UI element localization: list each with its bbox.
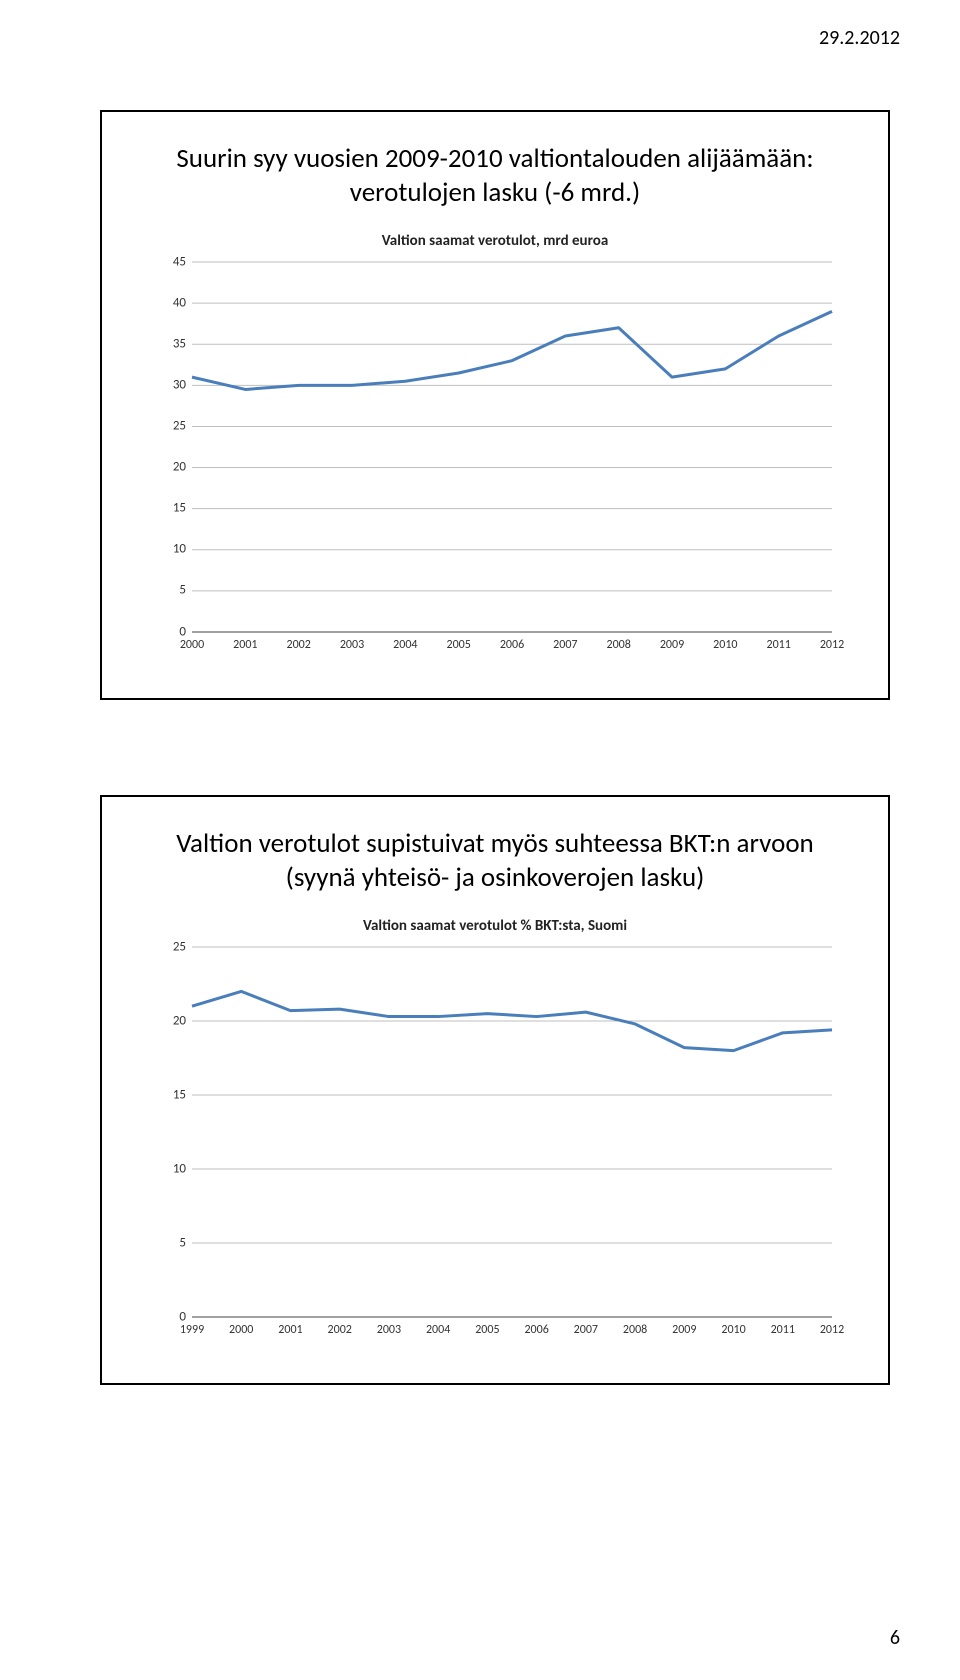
chart-svg: [142, 258, 842, 662]
x-tick-label: 2010: [721, 1323, 745, 1337]
slide-2: Valtion verotulot supistuivat myös suhte…: [100, 795, 890, 1385]
x-tick-label: 2005: [475, 1323, 499, 1337]
y-tick-label: 15: [173, 1087, 186, 1102]
slide-1: Suurin syy vuosien 2009-2010 valtiontalo…: [100, 110, 890, 700]
y-tick-label: 25: [173, 418, 186, 433]
y-tick-label: 10: [173, 542, 186, 557]
header-date: 29.2.2012: [819, 26, 900, 50]
x-tick-label: 2001: [233, 638, 257, 652]
y-tick-label: 40: [173, 295, 186, 310]
x-tick-label: 2008: [623, 1323, 647, 1337]
x-tick-label: 2000: [180, 638, 204, 652]
slide1-title: Suurin syy vuosien 2009-2010 valtiontalo…: [102, 112, 888, 214]
x-tick-label: 2005: [446, 638, 470, 652]
x-tick-label: 2012: [820, 638, 844, 652]
page-number: 6: [890, 1626, 900, 1650]
x-tick-label: 2003: [340, 638, 364, 652]
y-tick-label: 35: [173, 336, 186, 351]
y-tick-label: 15: [173, 501, 186, 516]
x-tick-label: 2002: [328, 1323, 352, 1337]
y-tick-label: 20: [173, 460, 186, 475]
x-tick-label: 2006: [524, 1323, 548, 1337]
x-tick-label: 2006: [500, 638, 524, 652]
x-tick-label: 1999: [180, 1323, 204, 1337]
x-tick-label: 2012: [820, 1323, 844, 1337]
x-tick-label: 2002: [286, 638, 310, 652]
page: 29.2.2012 Suurin syy vuosien 2009-2010 v…: [0, 0, 960, 1680]
x-tick-label: 2009: [660, 638, 684, 652]
y-tick-label: 10: [173, 1161, 186, 1176]
x-tick-label: 2009: [672, 1323, 696, 1337]
x-tick-label: 2004: [393, 638, 417, 652]
x-tick-label: 2010: [713, 638, 737, 652]
x-tick-label: 2004: [426, 1323, 450, 1337]
slide2-title: Valtion verotulot supistuivat myös suhte…: [102, 797, 888, 899]
x-tick-label: 2003: [377, 1323, 401, 1337]
x-tick-label: 2000: [229, 1323, 253, 1337]
x-tick-label: 2011: [766, 638, 790, 652]
x-tick-label: 2007: [553, 638, 577, 652]
slide1-chart-subtitle: Valtion saamat verotulot, mrd euroa: [102, 232, 888, 250]
slide2-chart-subtitle: Valtion saamat verotulot % BKT:sta, Suom…: [102, 917, 888, 935]
x-tick-label: 2007: [574, 1323, 598, 1337]
slide2-chart: 0510152025199920002001200220032004200520…: [142, 943, 842, 1347]
y-tick-label: 45: [173, 254, 186, 269]
y-tick-label: 30: [173, 377, 186, 392]
chart-svg: [142, 943, 842, 1347]
y-tick-label: 5: [179, 583, 186, 598]
y-tick-label: 5: [179, 1235, 186, 1250]
x-tick-label: 2011: [771, 1323, 795, 1337]
y-tick-label: 20: [173, 1013, 186, 1028]
y-tick-label: 25: [173, 939, 186, 954]
x-tick-label: 2008: [606, 638, 630, 652]
slide1-chart: 0510152025303540452000200120022003200420…: [142, 258, 842, 662]
x-tick-label: 2001: [278, 1323, 302, 1337]
